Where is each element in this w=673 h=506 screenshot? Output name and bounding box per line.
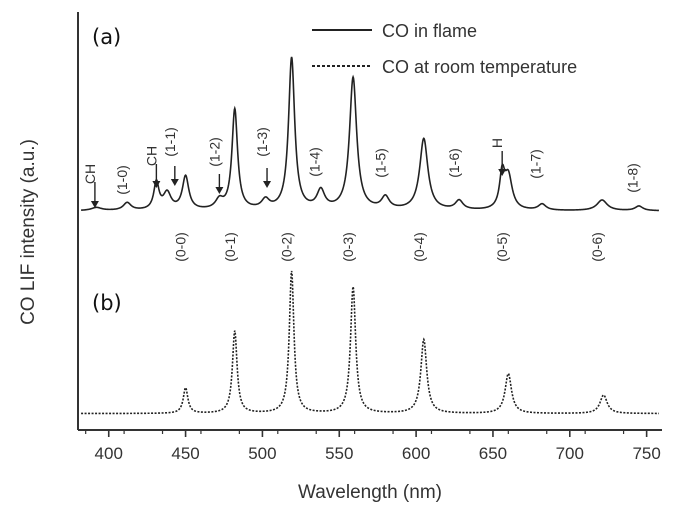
x-tick-label: 750 bbox=[632, 444, 660, 463]
legend-label-flame: CO in flame bbox=[382, 21, 477, 41]
chart-axes bbox=[77, 12, 662, 431]
x-axis-title: Wavelength (nm) bbox=[298, 482, 442, 503]
arrow-head bbox=[263, 181, 272, 188]
species-label: CH bbox=[143, 146, 159, 166]
band-label-0v: (0-0) bbox=[173, 232, 189, 262]
x-tick-label: 600 bbox=[402, 444, 430, 463]
band-label-0v: (0-1) bbox=[222, 232, 238, 262]
arrow-head bbox=[498, 169, 507, 176]
band-annotations: (1-0) (1-1) (1-2) (1-3) (1-4) (1-5) (1-6) (1-7)… bbox=[82, 127, 641, 262]
x-tick-label: 400 bbox=[95, 444, 123, 463]
band-label-0v: (0-5) bbox=[494, 232, 510, 262]
x-ticks: 400 450 500 550 600 650 700 750 bbox=[85, 430, 661, 463]
band-label-1v: (1-3) bbox=[254, 127, 270, 157]
x-tick-label: 500 bbox=[248, 444, 276, 463]
band-label-1v: (1-4) bbox=[306, 147, 322, 177]
band-label-0v: (0-6) bbox=[589, 232, 605, 262]
band-label-1v: (1-5) bbox=[372, 148, 388, 178]
series-line-co-in-flame bbox=[81, 56, 659, 212]
y-axis-title: CO LIF intensity (a.u.) bbox=[18, 139, 39, 325]
x-tick-label: 550 bbox=[325, 444, 353, 463]
band-label-1v: (1-6) bbox=[446, 148, 462, 178]
panel-label-b: (b) bbox=[92, 291, 122, 315]
band-label-0v: (0-4) bbox=[411, 232, 427, 262]
panel-label-a: (a) bbox=[92, 25, 121, 49]
chart-legend: CO in flame CO at room temperature bbox=[312, 21, 577, 77]
band-label-1v: (1-0) bbox=[114, 165, 130, 195]
arrow-head bbox=[170, 179, 179, 186]
band-label-1v: (1-7) bbox=[528, 149, 544, 179]
species-label: CH bbox=[82, 164, 98, 184]
band-label-0v: (0-3) bbox=[340, 232, 356, 262]
band-label-1v: (1-8) bbox=[624, 163, 640, 193]
species-label: H bbox=[489, 138, 505, 148]
band-label-1v: (1-2) bbox=[206, 137, 222, 167]
arrow-head bbox=[90, 201, 99, 208]
arrow-head bbox=[152, 181, 161, 188]
x-tick-label: 650 bbox=[479, 444, 507, 463]
band-label-1v: (1-1) bbox=[162, 127, 178, 157]
legend-label-room-temperature: CO at room temperature bbox=[382, 57, 577, 77]
band-label-0v: (0-2) bbox=[279, 232, 295, 262]
x-tick-label: 450 bbox=[171, 444, 199, 463]
series-line-co-room-temperature bbox=[81, 270, 659, 415]
arrow-head bbox=[215, 187, 224, 194]
x-tick-label: 700 bbox=[556, 444, 584, 463]
